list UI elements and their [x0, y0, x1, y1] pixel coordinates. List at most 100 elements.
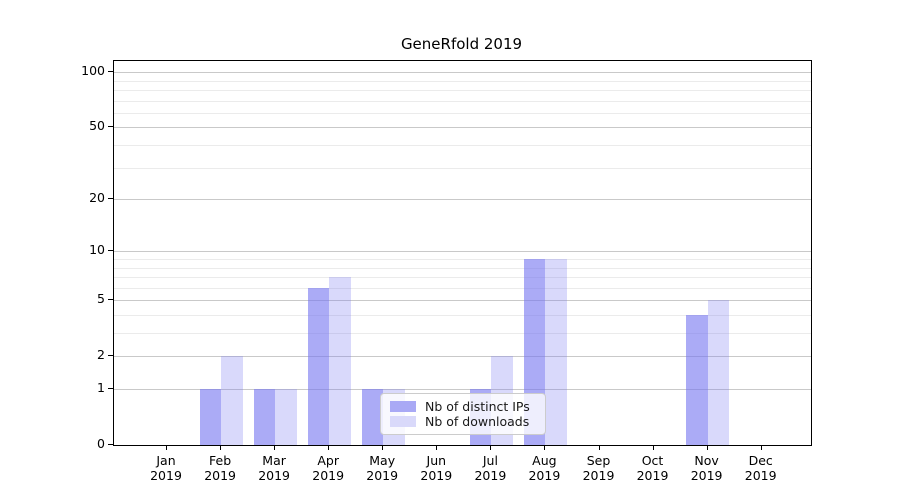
x-tick-month: Jan: [156, 453, 176, 468]
x-tick-year: 2019: [744, 468, 777, 483]
bar-downloads-aug: [545, 259, 567, 445]
gridline-minor-6: [114, 287, 811, 289]
x-tick-mark-dec: [760, 445, 762, 450]
y-tick-label-1: 1: [97, 380, 105, 395]
bar-distinct-ips-feb: [199, 389, 222, 445]
x-tick-year: 2019: [690, 468, 723, 483]
x-tick-label-nov: Nov 2019: [680, 453, 734, 483]
bar-distinct-ips-mar: [253, 389, 276, 445]
x-tick-year: 2019: [258, 468, 290, 483]
x-tick-year: 2019: [636, 468, 669, 483]
bar-downloads-nov: [707, 300, 730, 445]
x-tick-mark-jan: [166, 445, 167, 450]
x-tick-mark-nov: [706, 445, 708, 450]
x-tick-mark-apr: [328, 445, 330, 450]
x-tick-label-jun: Jun 2019: [409, 453, 463, 483]
gridline-major-1: [114, 389, 811, 390]
gridline-minor-7: [114, 277, 811, 278]
x-tick-label-feb: Feb 2019: [193, 453, 247, 483]
x-tick-label-dec: Dec 2019: [734, 453, 788, 483]
bar-distinct-ips-apr: [307, 287, 330, 445]
legend-swatch-distinct-ips: [390, 401, 416, 412]
legend: Nb of distinct IPs Nb of downloads: [380, 393, 546, 435]
x-tick-mark-may: [382, 445, 384, 450]
bar-downloads-feb: [221, 356, 243, 445]
y-tick-label-100: 100: [81, 63, 105, 79]
y-tick-mark-1: [108, 388, 113, 389]
gridline-minor-4: [114, 315, 811, 316]
x-tick-year: 2019: [420, 468, 453, 483]
x-tick-month: Aug: [532, 453, 557, 468]
gridline-minor-9: [114, 259, 811, 260]
x-tick-label-aug: Aug 2019: [517, 453, 571, 483]
gridline-minor-70: [114, 100, 811, 102]
bar-distinct-ips-may: [361, 389, 384, 445]
x-tick-label-sep: Sep 2019: [572, 453, 626, 483]
y-tick-mark-2: [108, 355, 113, 357]
y-tick-mark-10: [108, 250, 113, 252]
y-tick-mark-50: [108, 126, 113, 128]
x-tick-mark-jun: [436, 445, 438, 450]
bar-distinct-ips-nov: [686, 315, 708, 445]
x-tick-year: 2019: [528, 468, 561, 483]
x-tick-label-jan: Jan 2019: [139, 453, 193, 483]
x-tick-month: Jun: [426, 453, 447, 468]
x-tick-month: Sep: [586, 453, 611, 468]
y-tick-label-2: 2: [97, 347, 105, 363]
gridline-minor-8: [114, 267, 811, 269]
gridline-major-2: [114, 356, 811, 358]
x-tick-year: 2019: [582, 468, 615, 483]
gridline-major-100: [114, 72, 811, 74]
x-tick-year: 2019: [312, 468, 345, 483]
legend-label-downloads: Nb of downloads: [425, 414, 530, 429]
gridline-minor-40: [114, 145, 811, 146]
x-tick-label-jul: Jul 2019: [463, 453, 517, 483]
x-tick-label-may: May 2019: [355, 453, 409, 483]
x-tick-label-oct: Oct 2019: [626, 453, 680, 483]
y-tick-mark-100: [108, 71, 113, 73]
y-tick-mark-0: [108, 444, 113, 445]
x-tick-month: Jul: [482, 453, 498, 468]
legend-item-distinct-ips: Nb of distinct IPs: [390, 399, 537, 414]
x-tick-month: Feb: [209, 453, 232, 468]
x-tick-mark-oct: [652, 445, 654, 450]
gridline-minor-60: [114, 112, 811, 114]
x-tick-mark-aug: [544, 445, 546, 450]
x-tick-mark-sep: [598, 445, 600, 450]
y-tick-label-50: 50: [89, 118, 105, 134]
x-tick-label-apr: Apr 2019: [301, 453, 355, 483]
gridline-major-20: [114, 199, 811, 201]
x-tick-month: Apr: [317, 453, 339, 468]
x-tick-month: May: [369, 453, 396, 468]
gridline-minor-90: [114, 80, 811, 82]
y-tick-label-10: 10: [89, 242, 105, 258]
legend-label-distinct-ips: Nb of distinct IPs: [425, 399, 530, 414]
x-tick-year: 2019: [366, 468, 399, 483]
legend-item-downloads: Nb of downloads: [390, 414, 537, 429]
x-tick-label-mar: Mar 2019: [247, 453, 301, 483]
legend-swatch-downloads: [390, 416, 416, 427]
bar-downloads-mar: [275, 389, 297, 445]
x-tick-month: Mar: [262, 453, 286, 468]
gridline-major-10: [114, 251, 811, 253]
y-tick-mark-20: [108, 198, 113, 200]
gridline-minor-30: [114, 167, 811, 169]
plot-area: Nb of distinct IPs Nb of downloads: [113, 60, 812, 446]
x-tick-mark-jul: [490, 445, 492, 450]
x-tick-month: Oct: [641, 453, 664, 468]
x-tick-month: Nov: [694, 453, 719, 468]
x-tick-year: 2019: [474, 468, 507, 483]
bar-downloads-apr: [329, 277, 351, 445]
x-tick-mark-mar: [274, 445, 276, 450]
y-tick-label-0: 0: [97, 436, 105, 451]
y-tick-label-5: 5: [97, 291, 105, 307]
x-tick-mark-feb: [220, 445, 222, 450]
gridline-minor-3: [114, 333, 811, 334]
gridline-major-50: [114, 127, 811, 129]
gridline-minor-80: [114, 90, 811, 91]
x-tick-year: 2019: [150, 468, 182, 483]
gridline-major-5: [114, 300, 811, 302]
x-tick-month: Dec: [748, 453, 773, 468]
x-tick-year: 2019: [204, 468, 236, 483]
